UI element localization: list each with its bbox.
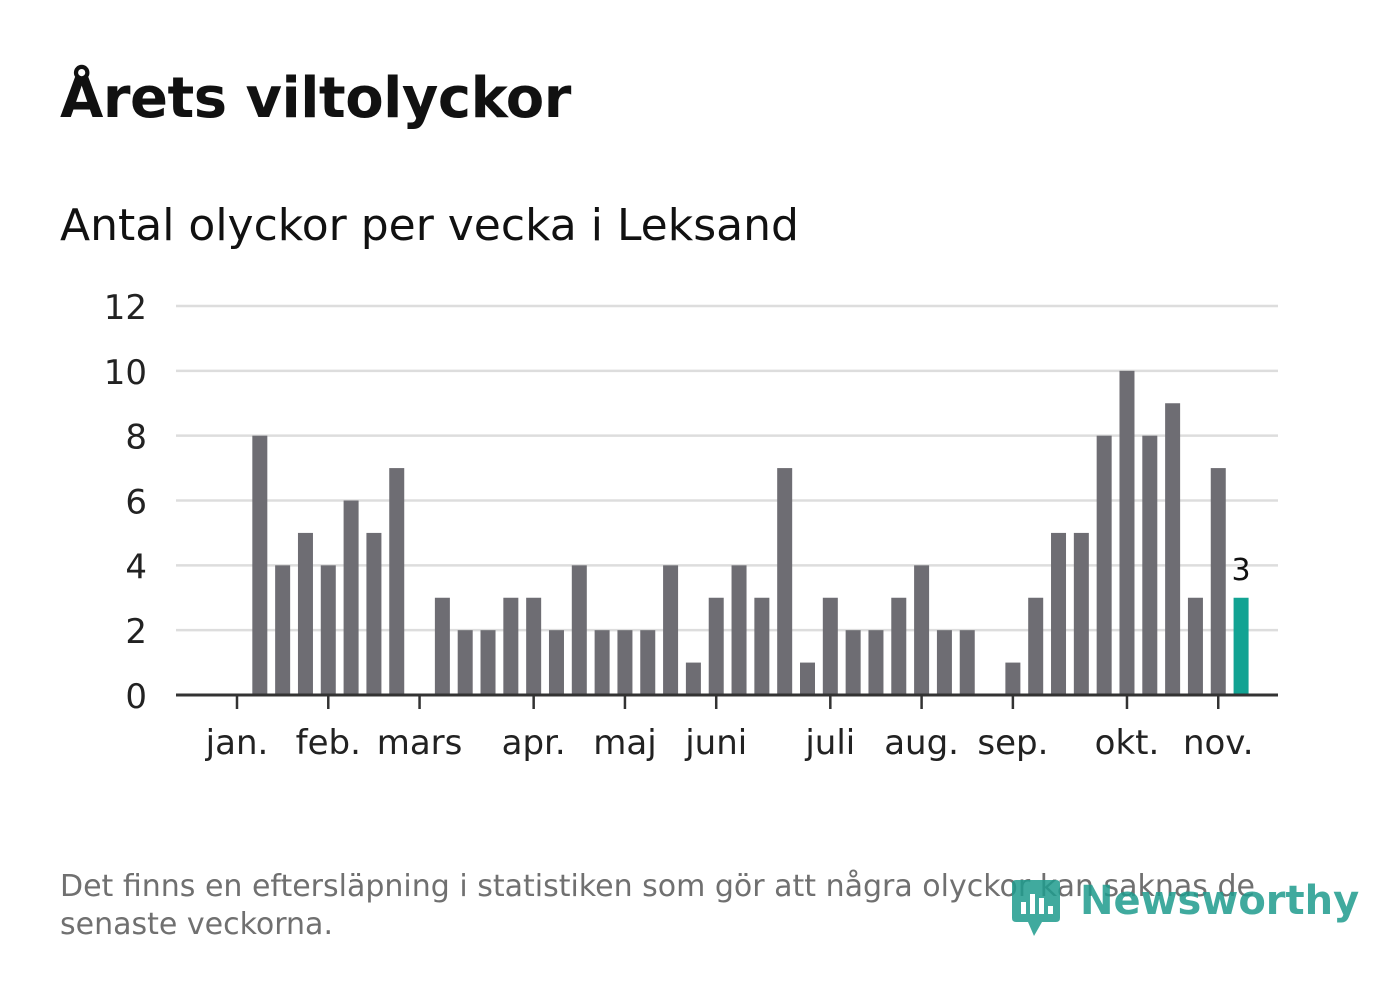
bar xyxy=(640,630,656,695)
bar xyxy=(731,565,747,695)
x-tick-label: sep. xyxy=(977,723,1048,763)
newsworthy-logo-icon xyxy=(1012,880,1060,936)
bar xyxy=(389,468,405,695)
bar xyxy=(891,597,907,695)
y-tick-label: 8 xyxy=(125,418,147,458)
x-tick-label: nov. xyxy=(1183,723,1254,763)
bar xyxy=(754,597,770,695)
chart-subtitle: Antal olyckor per vecka i Leksand xyxy=(60,200,799,251)
y-tick-label: 12 xyxy=(104,288,147,328)
bar xyxy=(320,565,336,695)
x-tick-label: mars xyxy=(377,723,463,763)
y-tick-label: 0 xyxy=(125,677,147,717)
x-tick-label: jan. xyxy=(205,723,269,763)
y-tick-label: 2 xyxy=(125,612,147,652)
y-tick-label: 4 xyxy=(125,547,147,587)
bar xyxy=(868,630,884,695)
bar xyxy=(297,532,313,695)
bar xyxy=(1051,532,1067,695)
bar xyxy=(822,597,838,695)
logo-text: Newsworthy xyxy=(1080,878,1360,924)
bar xyxy=(343,500,359,695)
bar xyxy=(708,597,724,695)
y-axis-ticks: 0 2 4 6 8 10 12 xyxy=(104,288,147,717)
x-tick-label: apr. xyxy=(502,723,566,763)
x-tick-label: maj xyxy=(593,723,656,763)
bar xyxy=(800,662,815,695)
bar xyxy=(571,565,587,695)
x-tick-label: okt. xyxy=(1095,723,1160,763)
bars xyxy=(252,370,1249,695)
bar xyxy=(526,597,542,695)
bar xyxy=(1119,370,1135,695)
bar xyxy=(457,630,473,695)
bar xyxy=(663,565,679,695)
bar xyxy=(252,435,268,695)
x-tick-label: juni xyxy=(684,723,747,763)
bar xyxy=(1142,435,1158,695)
bar xyxy=(434,597,450,695)
bar xyxy=(1005,662,1021,695)
bar xyxy=(959,630,975,695)
x-tick-label: aug. xyxy=(884,723,959,763)
data-label-latest: 3 xyxy=(1232,553,1251,588)
bar xyxy=(1028,597,1044,695)
bar xyxy=(275,565,291,695)
bar xyxy=(845,630,861,695)
chart-title: Årets viltolyckor xyxy=(60,66,571,131)
bar xyxy=(777,468,793,695)
bar xyxy=(503,597,519,695)
bar xyxy=(914,565,930,695)
bar xyxy=(1187,597,1203,695)
bar xyxy=(685,662,701,695)
bar xyxy=(594,630,610,695)
bar xyxy=(1210,468,1226,695)
bar-highlight xyxy=(1233,597,1249,695)
x-tick-label: feb. xyxy=(296,723,361,763)
bar xyxy=(366,532,382,695)
bar xyxy=(548,630,564,695)
bar xyxy=(1096,435,1112,695)
y-tick-label: 6 xyxy=(125,483,147,523)
data-labels: 3 xyxy=(1232,553,1251,588)
bar xyxy=(1073,532,1089,695)
y-tick-label: 10 xyxy=(104,353,147,393)
x-tick-label: juli xyxy=(804,723,855,763)
bar xyxy=(617,630,633,695)
gridlines xyxy=(176,304,1278,632)
bar xyxy=(480,630,496,695)
bar xyxy=(936,630,952,695)
x-axis-ticks: jan. feb. mars apr. maj juni juli aug. sep. okt. n… xyxy=(205,695,1254,763)
bar xyxy=(1165,403,1181,695)
newsworthy-logo: Newsworthy xyxy=(1010,878,1359,944)
